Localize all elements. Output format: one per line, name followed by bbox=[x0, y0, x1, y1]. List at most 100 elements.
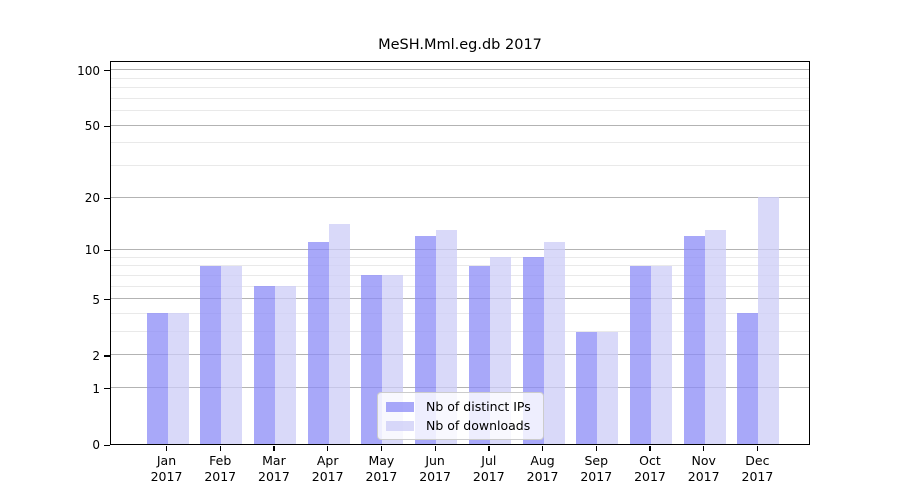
bar-downloads-jun bbox=[436, 229, 458, 444]
bar-distinct-ips-dec bbox=[737, 313, 759, 444]
major-gridline bbox=[111, 124, 809, 126]
bar-downloads-mar bbox=[274, 286, 296, 444]
x-tick-mark bbox=[649, 446, 651, 451]
legend-item-distinct-ips: Nb of distinct IPs bbox=[386, 399, 531, 414]
bar-downloads-feb bbox=[221, 265, 243, 444]
x-tick-year: 2017 bbox=[472, 469, 505, 484]
legend-item-downloads: Nb of downloads bbox=[386, 418, 531, 433]
bar-distinct-ips-nov bbox=[683, 235, 705, 444]
y-tick-label: 5 bbox=[92, 292, 100, 307]
minor-gridline bbox=[111, 256, 809, 258]
x-tick-label: Sep 2017 bbox=[564, 453, 628, 485]
x-tick-month: Jul bbox=[481, 453, 497, 468]
x-tick-mark bbox=[219, 446, 221, 451]
bar-distinct-ips-oct bbox=[629, 265, 651, 444]
x-tick-mark bbox=[703, 446, 705, 451]
x-tick-mark bbox=[273, 446, 275, 451]
x-tick-label: Dec 2017 bbox=[725, 453, 789, 485]
minor-gridline bbox=[111, 77, 809, 79]
plot-area: Nb of distinct IPs Nb of downloads bbox=[110, 61, 810, 445]
x-tick-year: 2017 bbox=[365, 469, 398, 484]
bar-distinct-ips-mar bbox=[253, 286, 275, 444]
y-tick-label: 2 bbox=[92, 348, 100, 363]
legend: Nb of distinct IPs Nb of downloads bbox=[377, 392, 544, 440]
x-tick-mark bbox=[756, 446, 759, 451]
x-tick-year: 2017 bbox=[526, 469, 559, 484]
x-tick-label: Mar 2017 bbox=[242, 453, 306, 485]
major-gridline bbox=[111, 196, 809, 198]
x-tick-label: Aug 2017 bbox=[511, 453, 575, 485]
bar-downloads-nov bbox=[704, 229, 726, 444]
x-tick-month: Dec bbox=[745, 453, 770, 468]
y-tick-label: 0 bbox=[92, 438, 100, 452]
x-tick-label: Jul 2017 bbox=[457, 453, 521, 485]
bar-distinct-ips-sep bbox=[576, 331, 598, 444]
legend-swatch-downloads bbox=[386, 420, 414, 431]
x-tick-year: 2017 bbox=[150, 469, 183, 484]
bar-distinct-ips-apr bbox=[307, 242, 329, 444]
x-tick-month: Aug bbox=[530, 453, 555, 468]
minor-gridline bbox=[111, 312, 809, 314]
bar-downloads-aug bbox=[543, 242, 565, 444]
x-tick-month: Feb bbox=[209, 453, 232, 468]
minor-gridline bbox=[111, 87, 809, 88]
major-gridline bbox=[111, 298, 809, 300]
x-tick-month: Apr bbox=[316, 453, 339, 468]
minor-gridline bbox=[111, 331, 809, 333]
bar-downloads-apr bbox=[328, 224, 350, 444]
minor-gridline bbox=[111, 285, 809, 287]
x-tick-month: Jun bbox=[425, 453, 445, 468]
x-tick-label: Jan 2017 bbox=[135, 453, 199, 485]
x-tick-year: 2017 bbox=[634, 469, 666, 484]
y-tick-mark bbox=[104, 299, 110, 301]
x-tick-label: Apr 2017 bbox=[296, 453, 360, 485]
y-tick-label: 1 bbox=[92, 381, 100, 396]
x-tick-year: 2017 bbox=[419, 469, 451, 484]
x-tick-month: Nov bbox=[691, 453, 716, 468]
x-tick-label: May 2017 bbox=[349, 453, 413, 485]
x-tick-label: Nov 2017 bbox=[672, 453, 736, 485]
y-tick-label: 20 bbox=[84, 191, 100, 205]
x-tick-month: Oct bbox=[639, 453, 661, 468]
minor-gridline bbox=[111, 142, 809, 144]
y-tick-label: 100 bbox=[77, 63, 100, 78]
x-tick-month: May bbox=[368, 453, 395, 468]
x-tick-month: Sep bbox=[584, 453, 609, 468]
bar-downloads-sep bbox=[597, 331, 619, 444]
legend-label-distinct-ips: Nb of distinct IPs bbox=[426, 399, 531, 414]
x-tick-label: Jun 2017 bbox=[403, 453, 467, 485]
x-tick-mark bbox=[542, 446, 544, 451]
x-tick-year: 2017 bbox=[204, 469, 237, 484]
x-tick-mark bbox=[434, 446, 436, 451]
y-tick-label: 10 bbox=[84, 243, 100, 258]
minor-gridline bbox=[111, 274, 809, 276]
x-tick-month: Jan bbox=[156, 453, 177, 468]
bar-downloads-oct bbox=[650, 265, 672, 444]
x-tick-mark bbox=[327, 446, 329, 451]
major-gridline bbox=[111, 69, 809, 71]
plot-inner bbox=[111, 62, 809, 444]
x-tick-mark bbox=[166, 446, 168, 451]
y-tick-label: 50 bbox=[84, 119, 100, 134]
y-tick-mark bbox=[104, 125, 110, 127]
x-tick-label: Feb 2017 bbox=[188, 453, 252, 485]
bar-downloads-jan bbox=[167, 313, 189, 444]
x-tick-year: 2017 bbox=[580, 469, 613, 484]
major-gridline bbox=[111, 354, 809, 356]
legend-swatch-distinct-ips bbox=[386, 401, 414, 412]
x-tick-mark bbox=[595, 446, 597, 451]
major-gridline bbox=[111, 387, 809, 389]
minor-gridline bbox=[111, 164, 809, 166]
bar-distinct-ips-feb bbox=[200, 265, 222, 444]
y-tick-mark bbox=[104, 249, 110, 252]
major-gridline bbox=[111, 248, 809, 250]
bar-distinct-ips-jan bbox=[146, 313, 168, 444]
x-tick-label: Oct 2017 bbox=[618, 453, 682, 485]
x-tick-month: Mar bbox=[262, 453, 286, 468]
bar-downloads-dec bbox=[758, 197, 780, 444]
legend-label-downloads: Nb of downloads bbox=[426, 418, 531, 433]
y-tick-mark bbox=[104, 388, 110, 390]
y-tick-mark bbox=[104, 197, 110, 199]
x-tick-year: 2017 bbox=[741, 469, 774, 484]
